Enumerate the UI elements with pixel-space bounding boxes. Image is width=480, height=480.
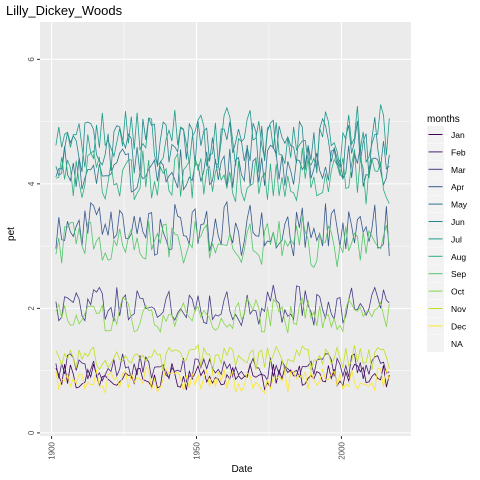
x-tick-label: 1900 bbox=[48, 441, 57, 459]
y-tick-label: 2 bbox=[27, 306, 36, 311]
legend-label-may: May bbox=[451, 200, 468, 210]
legend-label-na: NA bbox=[451, 339, 463, 349]
legend-label-jul: Jul bbox=[451, 234, 462, 244]
legend-label-aug: Aug bbox=[451, 252, 466, 262]
legend-label-dec: Dec bbox=[451, 321, 467, 331]
series-line-oct bbox=[55, 296, 390, 334]
legend-title: months bbox=[427, 114, 460, 125]
series-line-sep bbox=[55, 217, 390, 268]
y-tick-label: 6 bbox=[27, 57, 36, 62]
legend-label-jun: Jun bbox=[451, 217, 465, 227]
series-lines bbox=[55, 104, 390, 395]
series-line-nov bbox=[55, 343, 390, 373]
x-axis: 1900 1950 2000 bbox=[48, 436, 346, 460]
legend-key-na bbox=[427, 334, 444, 352]
x-axis-title: Date bbox=[231, 464, 253, 475]
legend-label-feb: Feb bbox=[451, 147, 466, 157]
x-tick-label: 1950 bbox=[193, 441, 202, 459]
series-line-apr bbox=[55, 200, 390, 257]
chart-title: Lilly_Dickey_Woods bbox=[6, 3, 123, 18]
series-line-jul bbox=[55, 104, 390, 171]
series-line-aug bbox=[55, 147, 390, 205]
legend-label-mar: Mar bbox=[451, 165, 466, 175]
y-axis: 0 2 4 6 bbox=[27, 57, 40, 435]
legend: months Jan Feb Mar Apr May Jun Jul Aug Sep Oct Nov… bbox=[427, 114, 468, 352]
series-line-feb bbox=[55, 353, 390, 384]
legend-label-nov: Nov bbox=[451, 304, 467, 314]
y-tick-label: 4 bbox=[27, 181, 36, 186]
series-line-jan bbox=[55, 362, 390, 391]
series-line-dec bbox=[55, 366, 390, 395]
legend-label-sep: Sep bbox=[451, 269, 466, 279]
legend-label-jan: Jan bbox=[451, 130, 465, 140]
x-tick-label: 2000 bbox=[337, 441, 346, 459]
y-axis-title: pet bbox=[6, 227, 17, 241]
series-line-mar bbox=[55, 284, 390, 327]
legend-label-oct: Oct bbox=[451, 287, 465, 297]
y-tick-label: 0 bbox=[27, 430, 36, 435]
legend-label-apr: Apr bbox=[451, 182, 464, 192]
